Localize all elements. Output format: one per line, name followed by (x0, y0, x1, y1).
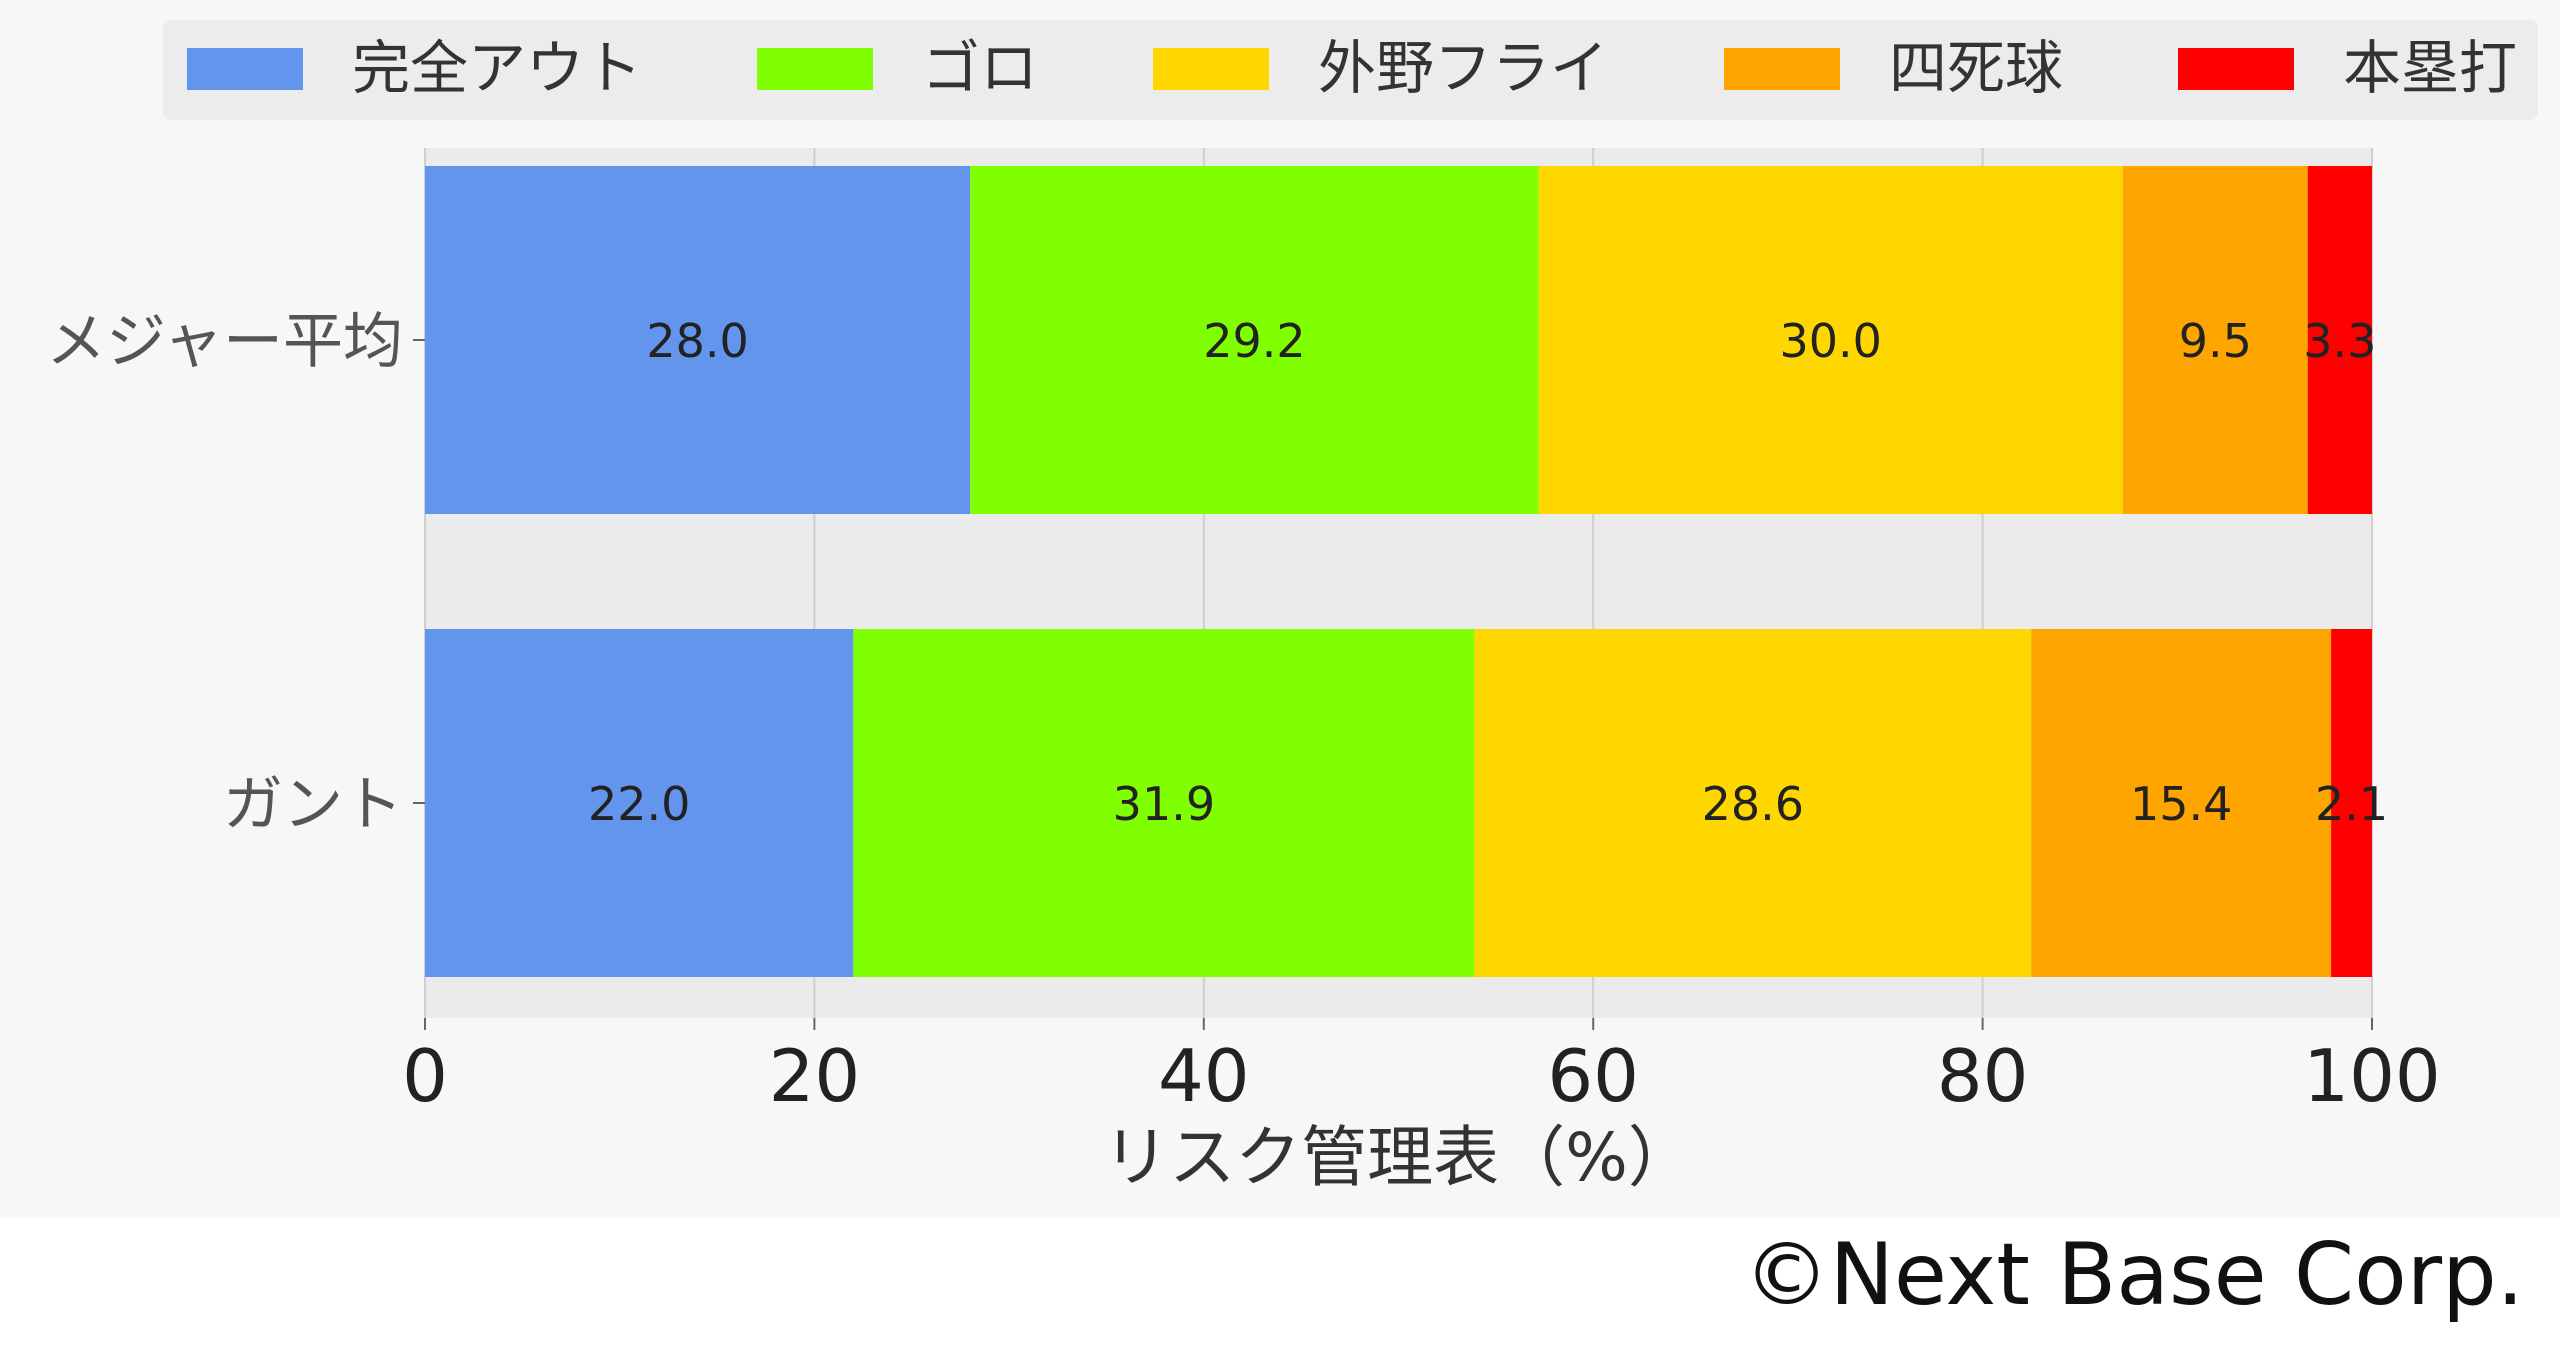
data-label-1-0: 22.0 (588, 777, 690, 831)
legend-swatch-2 (1153, 48, 1269, 90)
bar-segment-0-3 (2122, 166, 2308, 514)
y-tick-label-0: メジャー平均 (46, 307, 403, 377)
data-label-1-4: 2.1 (2315, 777, 2388, 831)
bar-segment-0-1 (970, 166, 1539, 514)
data-label-0-2: 30.0 (1780, 314, 1882, 368)
x-tick-label-3: 60 (1547, 1034, 1639, 1118)
bar-segment-1-3 (2031, 629, 2332, 977)
legend-swatch-4 (2178, 48, 2294, 90)
data-label-1-2: 28.6 (1702, 777, 1804, 831)
x-axis-title: リスク管理表（%） (1103, 1119, 1694, 1196)
legend-label-1: ゴロ (922, 34, 1038, 102)
legend-label-3: 四死球 (1889, 34, 2063, 102)
bar-segment-1-1 (853, 629, 1475, 977)
bar-segment-1-0 (425, 629, 854, 977)
bar-segment-0-2 (1538, 166, 2123, 514)
stacked-bar-chart: 28.0 29.2 30.0 9.5 3.3 メジャー平均 22.0 31.9 28.6 15.4… (46, 20, 2538, 1196)
chart-area: 28.0 29.2 30.0 9.5 3.3 メジャー平均 22.0 31.9 28.6 15.4… (46, 20, 2538, 1196)
x-tick-label-1: 20 (769, 1034, 861, 1118)
x-tick-label-0: 0 (402, 1034, 448, 1118)
data-label-1-3: 15.4 (2130, 777, 2232, 831)
bar-segment-0-0 (425, 166, 971, 514)
legend-swatch-0 (187, 48, 303, 90)
x-tick-label-5: 100 (2303, 1034, 2440, 1118)
data-label-0-4: 3.3 (2303, 314, 2376, 368)
x-tick-label-4: 80 (1937, 1034, 2029, 1118)
data-label-0-1: 29.2 (1203, 314, 1305, 368)
bar-segment-1-4 (2331, 629, 2372, 977)
legend-label-0: 完全アウト (352, 34, 642, 102)
bar-segment-0-4 (2307, 166, 2372, 514)
data-label-0-3: 9.5 (2179, 314, 2252, 368)
legend-label-2: 外野フライ (1318, 34, 1608, 102)
legend-swatch-1 (757, 48, 873, 90)
x-tick-label-2: 40 (1158, 1034, 1250, 1118)
copyright-text: ©Next Base Corp. (1743, 1225, 2524, 1325)
legend-label-4: 本塁打 (2343, 34, 2517, 102)
bar-segment-1-2 (1474, 629, 2032, 977)
data-label-0-0: 28.0 (646, 314, 748, 368)
legend-swatch-3 (1724, 48, 1840, 90)
y-tick-label-1: ガント (223, 770, 403, 840)
legend-box (163, 20, 2538, 120)
data-label-1-1: 31.9 (1113, 777, 1215, 831)
